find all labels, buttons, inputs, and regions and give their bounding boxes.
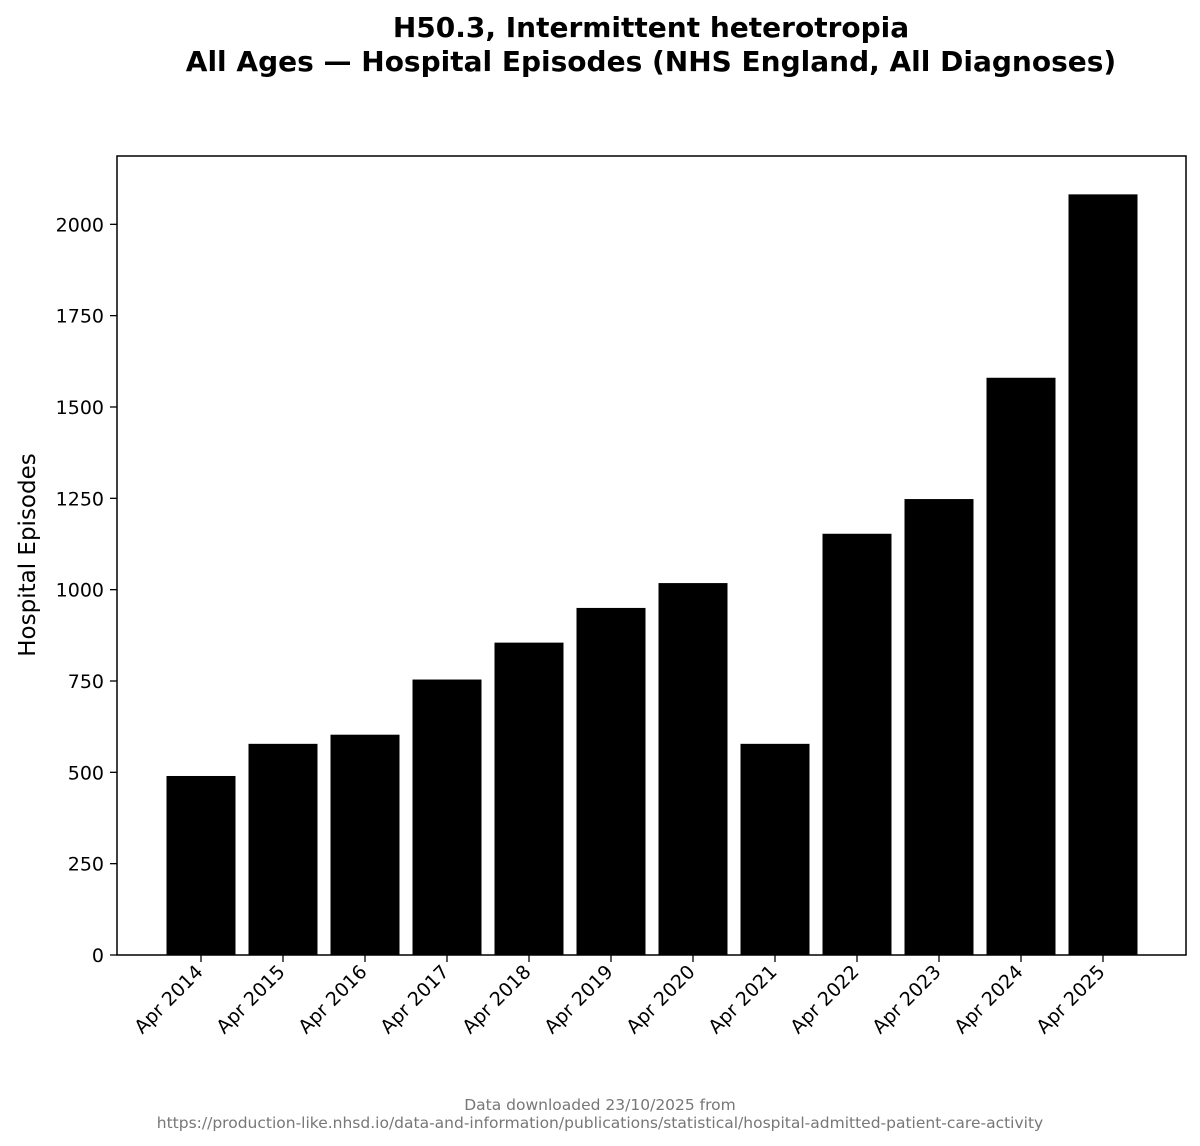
x-tick-label: Apr 2021: [704, 961, 781, 1038]
bar-apr-2015: [248, 743, 318, 955]
bar-apr-2018: [494, 642, 564, 955]
bar-apr-2020: [658, 583, 728, 955]
x-tick-label: Apr 2020: [622, 961, 699, 1038]
bar-apr-2021: [740, 743, 810, 955]
bar-apr-2017: [412, 679, 482, 955]
bar-apr-2014: [166, 775, 236, 955]
chart-title-line2: All Ages — Hospital Episodes (NHS Englan…: [186, 45, 1116, 78]
x-tick-label: Apr 2019: [540, 961, 617, 1038]
x-tick-label: Apr 2015: [212, 961, 289, 1038]
bar-apr-2023: [904, 499, 974, 955]
bar-apr-2019: [576, 607, 646, 955]
x-tick-label: Apr 2022: [786, 961, 863, 1038]
plot-frame: [116, 155, 1187, 956]
chart-title-line1: H50.3, Intermittent heterotropia: [393, 11, 909, 44]
x-tick-label: Apr 2024: [950, 961, 1027, 1038]
y-tick-label: 1250: [56, 488, 104, 510]
y-tick-label: 500: [68, 762, 104, 784]
x-tick-label: Apr 2018: [458, 961, 535, 1038]
y-tick-label: 750: [68, 671, 104, 693]
x-tick-label: Apr 2016: [294, 961, 371, 1038]
bar-apr-2016: [330, 734, 400, 955]
footer-source-line1: Data downloaded 23/10/2025 from: [464, 1096, 736, 1114]
y-tick-label: 1000: [56, 580, 104, 602]
bar-apr-2024: [986, 377, 1056, 955]
y-axis-label: Hospital Episodes: [15, 453, 41, 656]
x-tick-label: Apr 2014: [130, 961, 207, 1038]
y-tick-label: 2000: [56, 214, 104, 236]
x-tick-label: Apr 2017: [376, 961, 453, 1038]
y-tick-label: 1750: [56, 306, 104, 328]
footer-source-line2: https://production-like.nhsd.io/data-and…: [156, 1114, 1044, 1132]
bar-apr-2022: [822, 533, 892, 955]
bar-apr-2025: [1068, 194, 1138, 955]
y-tick-label: 0: [92, 945, 104, 967]
x-tick-label: Apr 2025: [1032, 961, 1109, 1038]
x-tick-label: Apr 2023: [868, 961, 945, 1038]
y-tick-label: 250: [68, 854, 104, 876]
y-tick-label: 1500: [56, 397, 104, 419]
